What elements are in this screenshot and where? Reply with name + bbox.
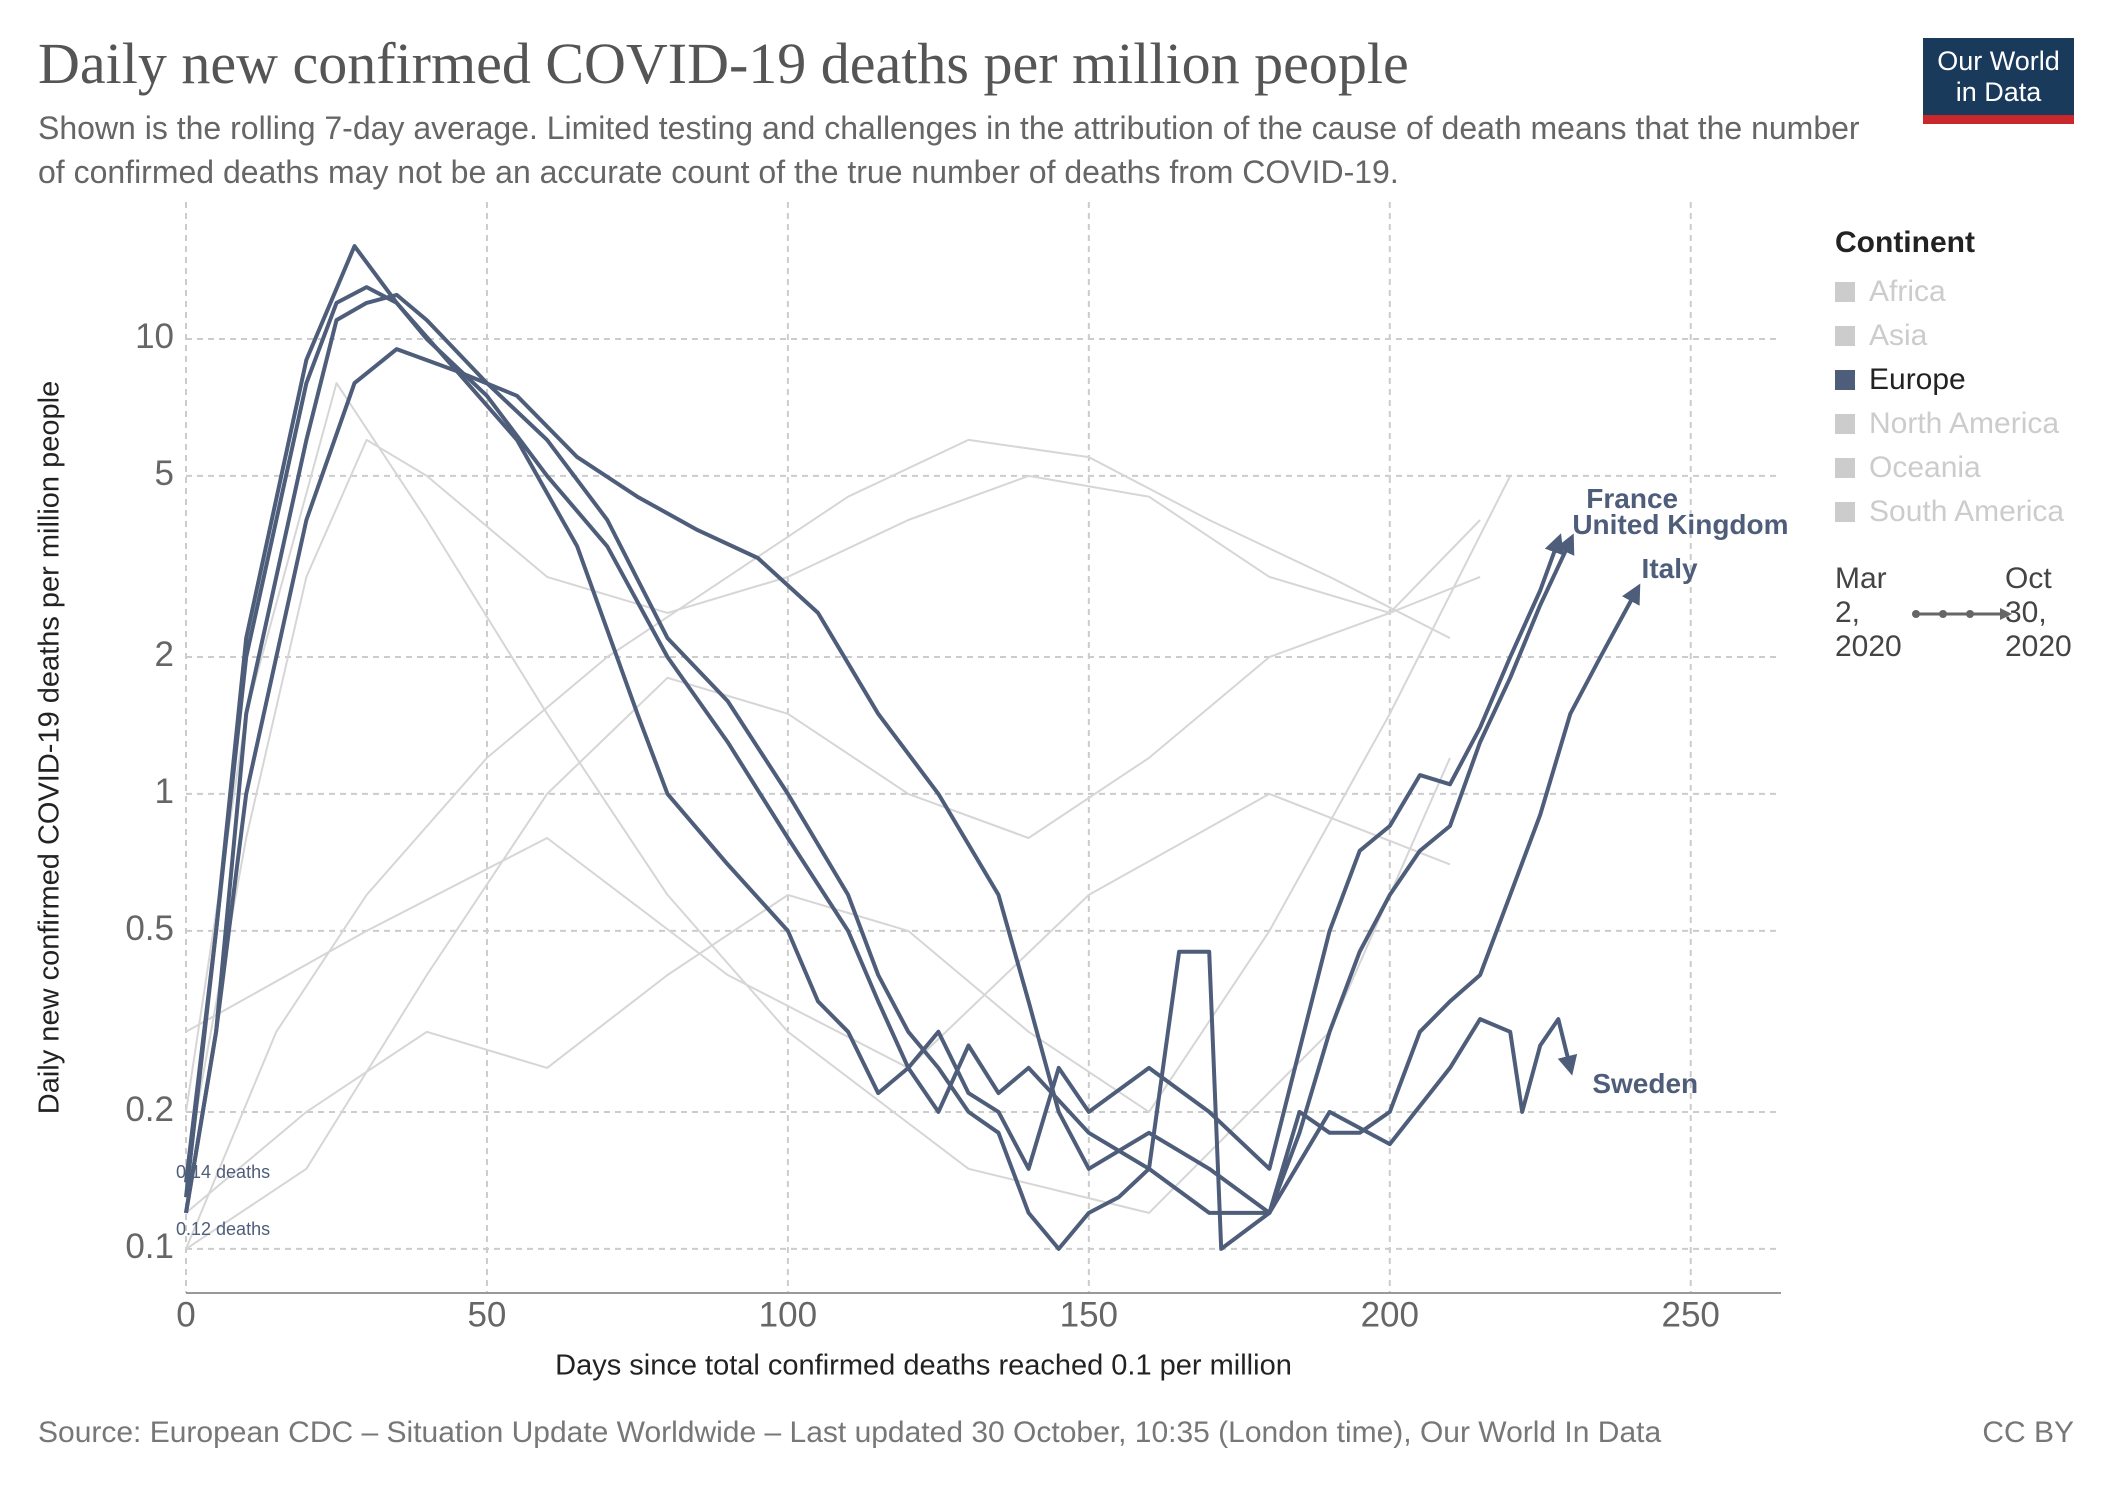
legend-item[interactable]: Africa: [1835, 270, 2064, 314]
series-label: Sweden: [1592, 1068, 1698, 1099]
legend-item[interactable]: South America: [1835, 490, 2064, 534]
legend-swatch: [1835, 282, 1855, 302]
chart-subtitle: Shown is the rolling 7-day average. Limi…: [38, 110, 1860, 190]
logo-line: in Data: [1955, 77, 2042, 107]
background-line: [185, 792, 1451, 1069]
series-line: [184, 292, 1575, 1251]
chart-title: Daily new confirmed COVID-19 deaths per …: [38, 31, 1409, 96]
annotation: 0.12 deaths: [176, 1219, 270, 1239]
timeline-end[interactable]: Oct 30, 2020: [2005, 562, 2072, 663]
legend-label: Europe: [1869, 363, 1966, 396]
series-label: France: [1586, 483, 1678, 514]
y-axis-title: Daily new confirmed COVID-19 deaths per …: [34, 381, 66, 1114]
legend-swatch: [1835, 502, 1855, 522]
annotation: 0.14 deaths: [176, 1162, 270, 1182]
legend-label: Oceania: [1869, 451, 1981, 484]
y-tick-label: 1: [155, 772, 174, 811]
x-tick-label: 200: [1361, 1295, 1419, 1334]
series-line: [184, 347, 1578, 1215]
legend-swatch: [1835, 414, 1855, 434]
series-label: United Kingdom: [1572, 509, 1788, 540]
legend-item[interactable]: North America: [1835, 402, 2064, 446]
legend-swatch: [1835, 326, 1855, 346]
legend-label: South America: [1869, 495, 2065, 528]
logo[interactable]: Our World in Data: [1923, 38, 2074, 124]
y-tick-label: 5: [155, 454, 174, 493]
legend: Continent Africa Asia Europe North America O…: [1835, 226, 2064, 534]
series-line: [184, 285, 1564, 1183]
x-axis-title: Days since total confirmed deaths reache…: [555, 1350, 1292, 1382]
timeline-start[interactable]: Mar 2, 2020: [1835, 562, 1902, 663]
y-tick-label: 0.1: [125, 1227, 174, 1266]
y-tick-label: 0.5: [125, 909, 174, 948]
x-tick-label: 0: [176, 1295, 195, 1334]
source: Source: European CDC – Situation Update …: [38, 1416, 1662, 1449]
legend-label: North America: [1869, 407, 2060, 440]
legend-label: Africa: [1869, 275, 1946, 308]
background-line: [185, 438, 1481, 1169]
background-line: [185, 519, 1481, 1250]
legend-item[interactable]: Oceania: [1835, 446, 2064, 490]
legend-swatch: [1835, 458, 1855, 478]
background-line: [185, 438, 1451, 1250]
background-line: [185, 382, 1451, 1214]
timeline-slider[interactable]: [1908, 604, 2018, 624]
legend-item[interactable]: Asia: [1835, 314, 2064, 358]
license: CC BY: [1982, 1416, 2074, 1449]
series-line: [184, 244, 1641, 1251]
x-tick-label: 150: [1060, 1295, 1118, 1334]
x-tick-label: 100: [759, 1295, 817, 1334]
y-tick-label: 2: [155, 635, 174, 674]
legend-title: Continent: [1835, 226, 1975, 259]
x-tick-label: 50: [467, 1295, 506, 1334]
background-line: [185, 475, 1512, 1214]
series-label: Italy: [1642, 553, 1698, 584]
y-tick-label: 10: [135, 317, 174, 356]
y-tick-label: 0.2: [125, 1090, 174, 1129]
legend-swatch: [1835, 370, 1855, 390]
logo-line: Our World: [1937, 46, 2060, 76]
x-tick-label: 250: [1662, 1295, 1720, 1334]
legend-label: Asia: [1869, 319, 1928, 352]
legend-item[interactable]: Europe: [1835, 358, 2064, 402]
